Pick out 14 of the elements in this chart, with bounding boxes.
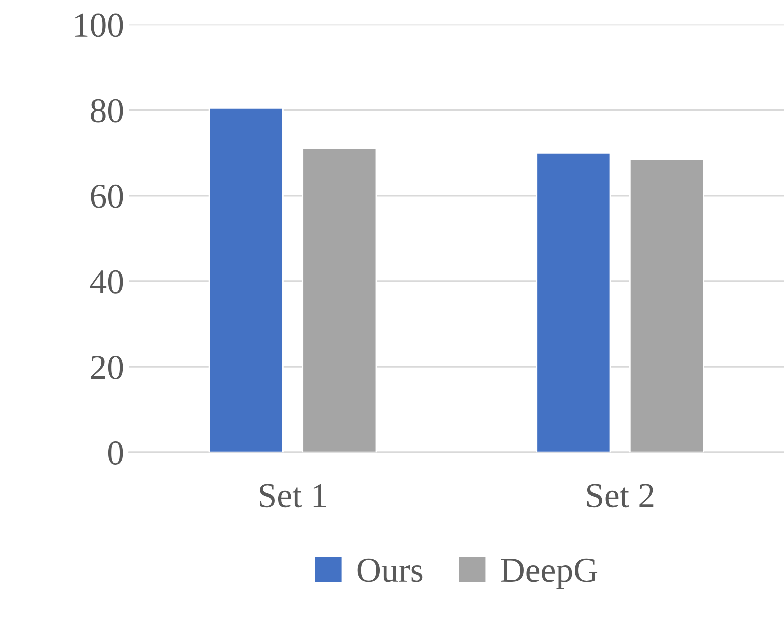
y-tick-label: 40 xyxy=(90,270,124,294)
y-tick-label: 60 xyxy=(91,184,124,208)
x-tick-label: Set 2 xyxy=(587,484,654,508)
bar xyxy=(536,152,612,453)
bar xyxy=(302,148,378,453)
bar xyxy=(208,108,284,453)
legend-label: DeepG xyxy=(501,558,598,590)
y-tick-label: 0 xyxy=(108,442,124,465)
x-tick-label: Set 1 xyxy=(260,484,326,508)
bar xyxy=(629,158,704,453)
y-tick-label: 100 xyxy=(75,14,124,38)
y-tick-label: 80 xyxy=(91,99,124,123)
y-tick-label: 20 xyxy=(91,356,124,380)
legend-label: Ours xyxy=(358,558,423,582)
